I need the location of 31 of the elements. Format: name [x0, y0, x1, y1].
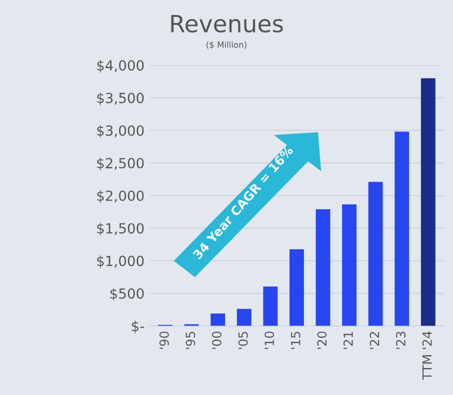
x-tick-label: '95 — [186, 332, 196, 349]
x-tick-label: '23 — [396, 332, 406, 349]
y-tick-label: $3,000 — [97, 125, 144, 138]
x-tick-label: '22 — [370, 332, 380, 349]
y-tick-label: $1,000 — [97, 255, 144, 268]
x-tick-label: '05 — [238, 332, 248, 349]
x-tick-label: '20 — [317, 332, 327, 349]
x-tick-label: TTM '24 — [422, 331, 432, 380]
x-tick-label: '00 — [212, 332, 222, 349]
bar — [420, 78, 436, 326]
y-tick-label: $2,500 — [97, 158, 144, 170]
bar — [316, 209, 330, 326]
bar — [263, 286, 278, 326]
chart-title: Revenues — [171, 14, 283, 33]
y-tick-label: $1,500 — [97, 222, 144, 236]
y-tick-label: $- — [132, 320, 144, 334]
y-tick-label: $500 — [110, 288, 144, 301]
bar — [394, 132, 410, 326]
x-tick-label: '90 — [159, 332, 169, 349]
bar — [342, 204, 357, 326]
chart-subtitle: ($ Million) — [206, 41, 246, 49]
y-tick-label: $3,500 — [97, 92, 144, 106]
bar — [368, 182, 383, 326]
bar — [289, 249, 304, 326]
x-tick-label: '21 — [343, 332, 353, 349]
x-tick-label: '15 — [291, 332, 300, 349]
bar — [236, 308, 252, 326]
y-tick-label: $2,000 — [97, 190, 144, 203]
x-tick-label: '10 — [264, 332, 274, 349]
bar — [210, 313, 226, 326]
y-tick-label: $4,000 — [97, 60, 144, 72]
